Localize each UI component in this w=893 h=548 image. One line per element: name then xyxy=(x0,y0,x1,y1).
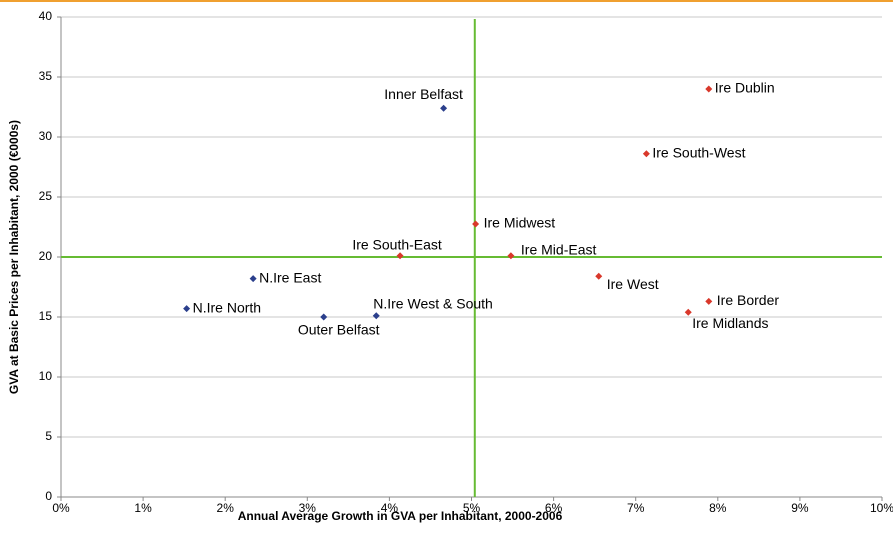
x-tick-label: 5% xyxy=(463,501,481,515)
point-label: Ire Dublin xyxy=(715,80,775,96)
point xyxy=(507,252,515,260)
point xyxy=(396,252,404,260)
point-label: Ire South-West xyxy=(652,145,745,161)
point xyxy=(684,308,692,316)
point-label: Ire West xyxy=(607,276,659,292)
y-tick-label: 10 xyxy=(39,369,53,383)
y-tick-label: 25 xyxy=(39,189,53,203)
point-label: N.Ire East xyxy=(259,269,321,285)
x-tick-label: 9% xyxy=(791,501,809,515)
y-tick-label: 20 xyxy=(39,249,53,263)
point-label: Outer Belfast xyxy=(298,322,380,338)
point-label: Ire Midlands xyxy=(692,315,768,331)
point-label: Ire Mid-East xyxy=(521,242,597,258)
y-axis-title: GVA at Basic Prices per Inhabitant, 2000… xyxy=(7,120,21,394)
point xyxy=(249,275,257,283)
x-tick-label: 10% xyxy=(870,501,893,515)
point-label: N.Ire West & South xyxy=(373,296,493,312)
point-label: Ire Midwest xyxy=(484,215,556,231)
point xyxy=(705,297,713,305)
point-label: Ire Border xyxy=(717,292,780,308)
point xyxy=(183,305,191,313)
point xyxy=(320,313,328,321)
x-tick-label: 6% xyxy=(545,501,563,515)
x-tick-label: 1% xyxy=(134,501,152,515)
point-label: N.Ire North xyxy=(193,299,261,315)
y-tick-label: 15 xyxy=(39,309,53,323)
x-axis-title: Annual Average Growth in GVA per Inhabit… xyxy=(238,509,563,523)
y-tick-label: 5 xyxy=(45,429,52,443)
y-tick-label: 35 xyxy=(39,69,53,83)
point xyxy=(642,150,650,158)
x-tick-label: 8% xyxy=(709,501,727,515)
x-tick-label: 4% xyxy=(381,501,399,515)
point xyxy=(372,312,380,320)
point-label: Ire South-East xyxy=(352,237,442,253)
point xyxy=(472,220,480,228)
y-tick-label: 30 xyxy=(39,129,53,143)
point xyxy=(440,104,448,112)
x-tick-label: 7% xyxy=(627,501,645,515)
x-tick-label: 0% xyxy=(52,501,70,515)
x-tick-label: 2% xyxy=(217,501,235,515)
point xyxy=(595,272,603,280)
y-tick-label: 0 xyxy=(45,489,52,503)
point-label: Inner Belfast xyxy=(384,86,463,102)
x-tick-label: 3% xyxy=(299,501,317,515)
point xyxy=(705,85,713,93)
y-tick-label: 40 xyxy=(39,9,53,23)
